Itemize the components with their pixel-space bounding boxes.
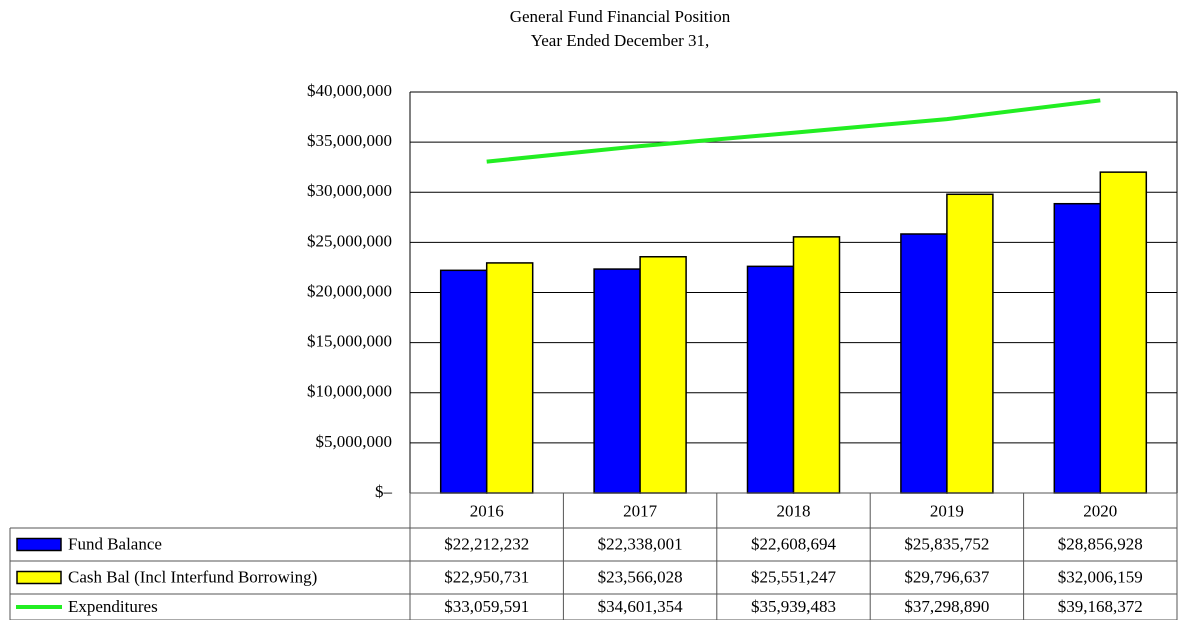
x-tick-label: 2017 <box>623 501 658 520</box>
bar <box>746 265 795 494</box>
y-tick-label: $25,000,000 <box>307 231 392 250</box>
y-tick-label: $– <box>375 482 393 501</box>
table-value: $33,059,591 <box>444 597 529 616</box>
bar <box>792 236 841 494</box>
x-tick-label: 2016 <box>470 501 504 520</box>
bar <box>900 233 948 494</box>
line <box>486 98 1101 164</box>
table-value: $25,835,752 <box>904 534 989 553</box>
table-value: $22,338,001 <box>598 534 683 553</box>
table-value: $22,212,232 <box>444 534 529 553</box>
y-tick-label: $15,000,000 <box>307 332 392 351</box>
bar <box>1099 171 1148 494</box>
table-value: $22,608,694 <box>751 534 837 553</box>
legend-label: Cash Bal (Incl Interfund Borrowing) <box>68 567 317 586</box>
legend-label: Expenditures <box>68 597 158 616</box>
chart-subtitle: Year Ended December 31, <box>531 31 710 50</box>
y-tick-label: $10,000,000 <box>307 382 392 401</box>
table-value: $28,856,928 <box>1058 534 1143 553</box>
legend-label: Fund Balance <box>68 534 162 553</box>
table-value: $32,006,159 <box>1058 567 1143 586</box>
bar <box>1053 202 1102 494</box>
legend-swatch <box>16 537 62 552</box>
bar <box>485 262 534 494</box>
x-tick-label: 2020 <box>1083 501 1117 520</box>
table-value: $34,601,354 <box>598 597 684 616</box>
legend-swatch <box>16 570 62 585</box>
bar <box>439 269 488 494</box>
table-value: $39,168,372 <box>1058 597 1143 616</box>
y-tick-label: $20,000,000 <box>307 281 392 300</box>
y-tick-label: $40,000,000 <box>307 81 392 100</box>
table-value: $35,939,483 <box>751 597 836 616</box>
table-value: $23,566,028 <box>598 567 683 586</box>
bar <box>946 193 994 494</box>
bar <box>639 256 687 494</box>
table-value: $25,551,247 <box>751 567 837 586</box>
x-tick-label: 2019 <box>930 501 964 520</box>
x-tick-label: 2018 <box>777 501 811 520</box>
table-value: $29,796,637 <box>904 567 990 586</box>
y-tick-label: $35,000,000 <box>307 131 392 150</box>
table-value: $22,950,731 <box>444 567 529 586</box>
bar <box>593 268 641 494</box>
chart-title: General Fund Financial Position <box>510 7 731 26</box>
y-tick-label: $5,000,000 <box>316 432 393 451</box>
table-value: $37,298,890 <box>904 597 989 616</box>
y-tick-label: $30,000,000 <box>307 181 392 200</box>
